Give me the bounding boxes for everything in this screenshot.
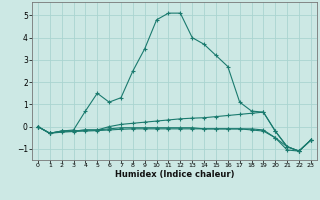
- X-axis label: Humidex (Indice chaleur): Humidex (Indice chaleur): [115, 170, 234, 179]
